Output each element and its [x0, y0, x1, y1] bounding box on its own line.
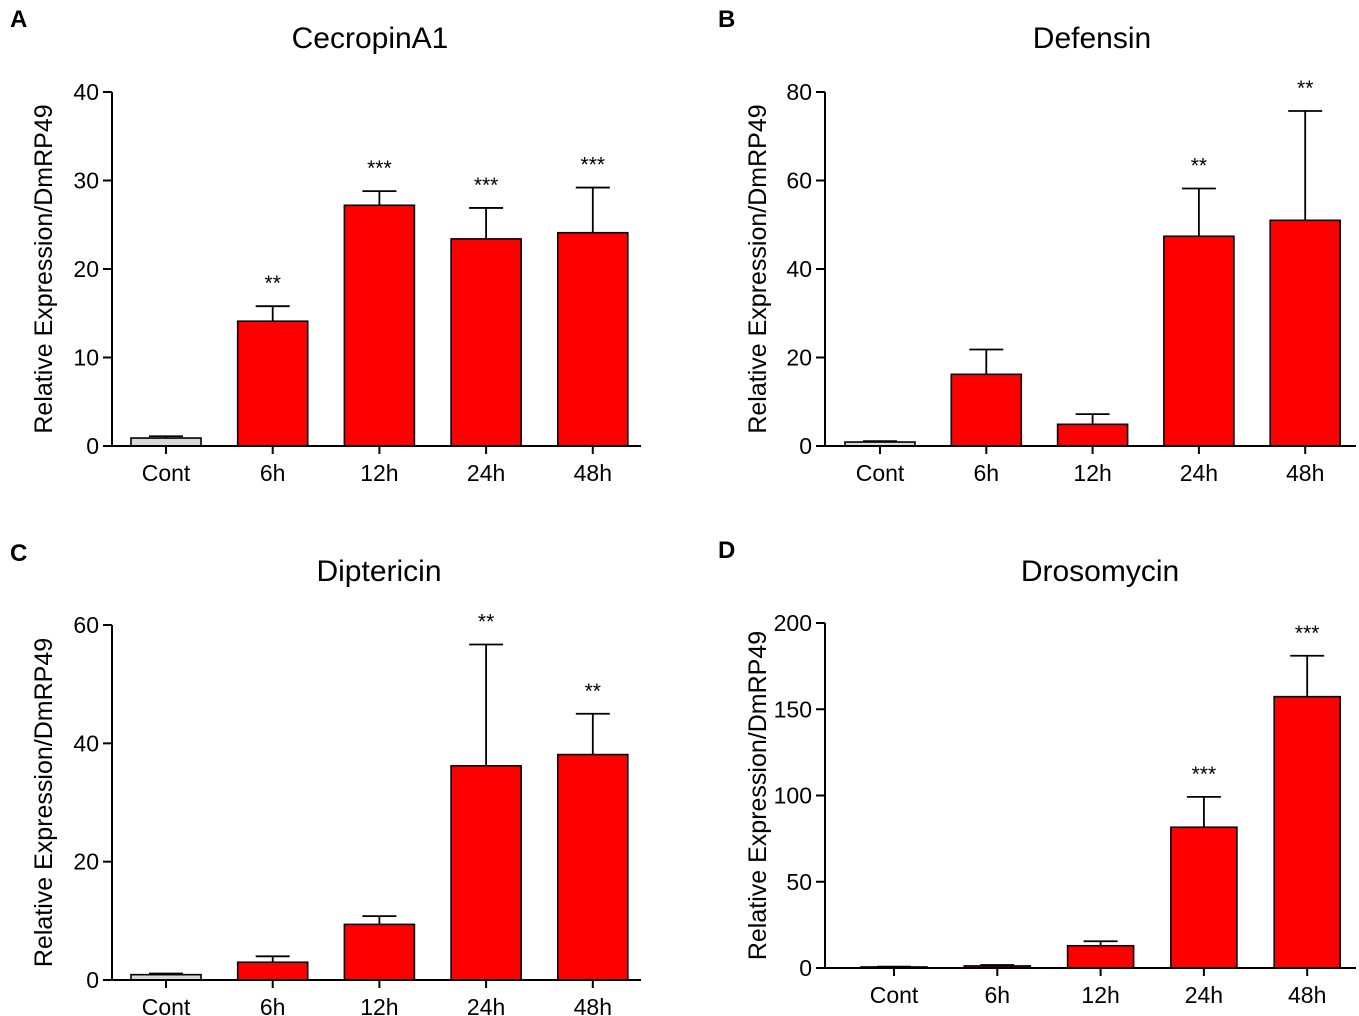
- y-tick-label: 20: [786, 345, 812, 371]
- chart-title: Defensin: [1033, 22, 1151, 55]
- x-tick-label: 24h: [1185, 982, 1223, 1008]
- significance-label: **: [478, 611, 494, 634]
- chart-panel-a: A CecropinA1 Relative Expression/DmRP49 0 10…: [10, 6, 641, 486]
- y-axis-label: Relative Expression/DmRP49: [744, 104, 772, 433]
- significance-label: **: [1297, 77, 1313, 100]
- bar-6h: [950, 373, 1023, 447]
- significance-label: **: [585, 680, 601, 703]
- y-tick-label: 0: [799, 955, 812, 981]
- panel-letter: A: [10, 6, 27, 33]
- chart-title: Diptericin: [316, 555, 441, 588]
- y-tick-label: 60: [786, 168, 812, 194]
- x-tick-label: 12h: [1081, 982, 1119, 1008]
- y-tick-label: 0: [86, 967, 99, 993]
- y-tick-label: 100: [774, 783, 812, 809]
- chart-panel-d: D Drosomycin Relative Expression/DmRP49 0 50…: [718, 537, 1356, 1008]
- x-tick-label: 24h: [467, 460, 505, 486]
- chart-title: Drosomycin: [1021, 555, 1179, 588]
- chart-panel-c: C Diptericin Relative Expression/DmRP49 0 20…: [10, 540, 641, 1016]
- significance-label: **: [265, 272, 281, 295]
- y-tick-label: 150: [774, 696, 812, 722]
- significance-label: ***: [1295, 622, 1320, 645]
- significance-label: ***: [1192, 763, 1217, 786]
- significance-label: ***: [367, 157, 392, 180]
- bar-24h: [450, 765, 522, 981]
- bar-6h: [236, 320, 309, 447]
- x-tick-label: 6h: [985, 982, 1011, 1008]
- bar-24h: [1170, 826, 1238, 969]
- bar-12h: [343, 204, 416, 447]
- y-tick-label: 80: [786, 79, 812, 105]
- significance-label: ***: [474, 174, 499, 197]
- bar-12h: [1066, 944, 1135, 969]
- panel-letter: B: [718, 6, 735, 33]
- x-tick-label: 48h: [1288, 982, 1326, 1008]
- x-tick-label: 48h: [1286, 460, 1324, 486]
- y-tick-label: 40: [786, 256, 812, 282]
- y-tick-label: 40: [73, 730, 99, 756]
- x-tick-label: 24h: [467, 994, 505, 1016]
- y-tick-label: 20: [73, 256, 99, 282]
- significance-label: **: [1191, 154, 1207, 177]
- x-tick-label: 6h: [260, 994, 286, 1016]
- bar-12h: [343, 923, 416, 981]
- bar-48h: [1273, 695, 1341, 969]
- x-tick-label: 6h: [260, 460, 286, 486]
- x-tick-label: 6h: [974, 460, 1000, 486]
- bar-24h: [1163, 235, 1235, 447]
- significance-label: ***: [581, 154, 606, 177]
- y-tick-label: 0: [799, 433, 812, 459]
- y-axis-label: Relative Expression/DmRP49: [30, 638, 58, 967]
- bar-24h: [450, 238, 522, 447]
- y-tick-label: 50: [786, 869, 812, 895]
- x-tick-label: 24h: [1180, 460, 1218, 486]
- y-tick-label: 30: [73, 168, 99, 194]
- bar-6h: [236, 961, 309, 981]
- bar-12h: [1056, 423, 1129, 447]
- y-tick-label: 200: [774, 610, 812, 636]
- x-tick-label: Cont: [870, 982, 919, 1008]
- chart-title: CecropinA1: [292, 22, 449, 55]
- x-tick-label: Cont: [856, 460, 905, 486]
- y-tick-label: 10: [73, 345, 99, 371]
- y-tick-label: 60: [73, 612, 99, 638]
- x-tick-label: Cont: [142, 460, 191, 486]
- x-tick-label: Cont: [142, 994, 191, 1016]
- bar-48h: [556, 231, 629, 447]
- y-tick-label: 40: [73, 79, 99, 105]
- x-tick-label: 12h: [1073, 460, 1111, 486]
- chart-panel-b: B Defensin Relative Expression/DmRP49 0 20 40…: [718, 6, 1356, 486]
- x-tick-label: 12h: [360, 460, 398, 486]
- bar-cont: [130, 437, 202, 447]
- x-tick-label: 48h: [574, 460, 612, 486]
- bar-48h: [556, 753, 629, 981]
- x-tick-label: 12h: [360, 994, 398, 1016]
- panel-letter: C: [10, 540, 27, 567]
- y-tick-label: 0: [86, 433, 99, 459]
- panel-letter: D: [718, 537, 735, 564]
- x-tick-label: 48h: [574, 994, 612, 1016]
- y-axis-label: Relative Expression/DmRP49: [744, 631, 772, 960]
- bar-48h: [1269, 219, 1341, 447]
- y-axis-label: Relative Expression/DmRP49: [30, 104, 58, 433]
- y-tick-label: 20: [73, 849, 99, 875]
